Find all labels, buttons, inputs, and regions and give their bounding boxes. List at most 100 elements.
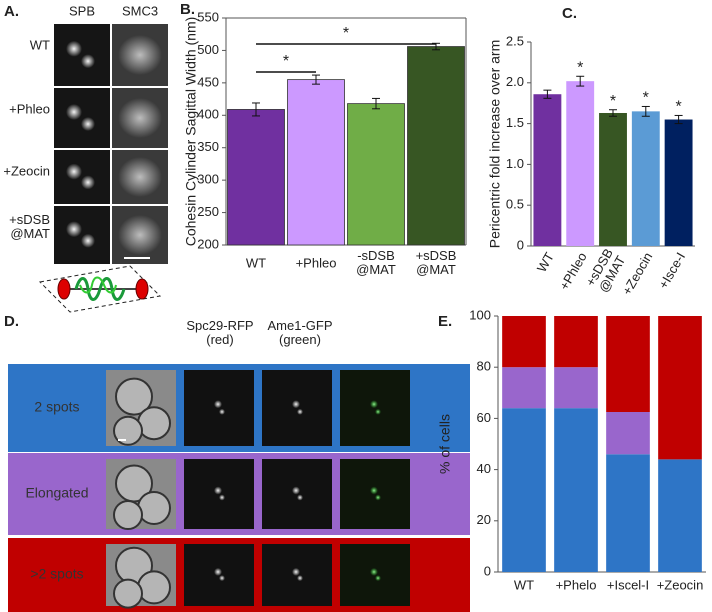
text-line: +sDSB: [9, 212, 50, 227]
spot: [66, 163, 82, 180]
bar: [347, 103, 405, 246]
value-label: *: [577, 59, 583, 76]
text-line: @MAT: [356, 263, 396, 278]
spot: [297, 575, 303, 582]
spot: [219, 408, 225, 415]
signal: [118, 157, 162, 197]
text-line: Ame1-GFP: [267, 318, 332, 333]
schematic-box: [38, 265, 162, 313]
text-line: (green): [279, 333, 321, 348]
column-header: Spc29-RFP (red): [186, 318, 253, 347]
spot: [66, 221, 82, 238]
text-line: (red): [206, 333, 233, 348]
row-label: 2 spots: [34, 399, 79, 415]
signal: [118, 35, 162, 75]
text-line: +sDSB: [416, 248, 457, 263]
x-tick-label: -sDSB @MAT: [356, 248, 396, 277]
spot: [214, 567, 222, 576]
bar-segment: [502, 408, 546, 572]
bar: [631, 111, 660, 246]
text-line: -sDSB: [357, 248, 395, 263]
signal: [118, 98, 162, 138]
spot: [297, 494, 303, 501]
panel-label: B.: [180, 1, 195, 18]
spot: [66, 104, 82, 120]
x-tick-label: +Phleo: [296, 255, 337, 270]
text-line: Spc29-RFP: [186, 318, 253, 333]
bar: [566, 81, 595, 246]
column-header: SPB: [69, 3, 95, 18]
bar-segment: [554, 367, 598, 409]
schematic-cohesin: [79, 276, 117, 294]
y-tick-label: 2.0: [506, 74, 524, 89]
panel-label: E.: [438, 313, 452, 330]
cell: [113, 578, 143, 609]
panel-label: C.: [562, 5, 577, 22]
x-tick-label: +Phleo: [556, 250, 589, 293]
y-tick-label: 60: [477, 410, 491, 425]
spot: [375, 575, 381, 582]
significance-label: *: [283, 53, 289, 70]
spot: [292, 486, 300, 495]
schematic: [38, 265, 162, 313]
cell: [137, 570, 171, 605]
y-tick-label: 450: [197, 74, 219, 89]
bar-segment: [502, 316, 546, 368]
cell: [137, 406, 171, 441]
y-tick-label: 100: [469, 307, 491, 322]
bar: [227, 109, 285, 246]
x-tick-label: +Iscel-I: [607, 577, 649, 592]
row-label: >2 spots: [30, 566, 83, 582]
panel-label: D.: [4, 313, 19, 330]
signal: [118, 215, 162, 255]
spot: [292, 567, 300, 576]
row-label: +Phleo: [9, 101, 50, 116]
significance-label: *: [343, 25, 349, 42]
bar-segment: [606, 454, 650, 572]
y-axis-title: Cohesin Cylinder Sagittal Width (nm): [183, 17, 199, 247]
bar-segment: [502, 367, 546, 409]
value-label: *: [643, 90, 649, 107]
value-label: *: [675, 99, 681, 116]
x-tick-label: WT: [514, 577, 534, 592]
column-header: Ame1-GFP (green): [267, 318, 332, 347]
bar-segment: [606, 412, 650, 455]
cell: [115, 377, 153, 416]
x-tick-label: +sDSB@MAT: [416, 248, 457, 277]
bar: [533, 94, 562, 246]
spot: [81, 117, 95, 131]
panel-label: A.: [4, 3, 19, 20]
y-tick-label: 300: [197, 172, 219, 187]
cell: [137, 491, 171, 525]
spot: [292, 400, 300, 409]
micrograph: [54, 88, 110, 148]
schematic-spb: [57, 278, 71, 300]
spot: [219, 575, 225, 582]
micrograph: [54, 24, 110, 86]
cell: [113, 500, 143, 530]
bar: [664, 119, 693, 246]
y-tick-label: 350: [197, 139, 219, 154]
bar: [407, 46, 465, 246]
bar: [599, 112, 627, 246]
bar-segment: [658, 459, 702, 572]
x-tick-label: +Zeocin: [657, 577, 704, 592]
schematic-cohesin: [74, 277, 126, 301]
spot: [375, 494, 381, 501]
spot: [81, 54, 95, 69]
bar-segment: [658, 316, 702, 460]
x-tick-label: +Phelo: [556, 577, 597, 592]
y-axis-title: Pericentric fold increase over arm: [487, 40, 503, 249]
y-tick-label: 0: [517, 237, 524, 252]
cell: [113, 415, 143, 446]
x-tick-label: +Zeocin: [619, 250, 655, 298]
spot: [81, 233, 95, 248]
y-tick-label: 1.5: [506, 115, 524, 130]
text-line: @MAT: [416, 263, 456, 278]
x-tick-label: +Isce-I: [655, 250, 688, 292]
y-tick-label: 250: [197, 204, 219, 219]
y-tick-label: 400: [197, 107, 219, 122]
spot: [219, 494, 225, 501]
